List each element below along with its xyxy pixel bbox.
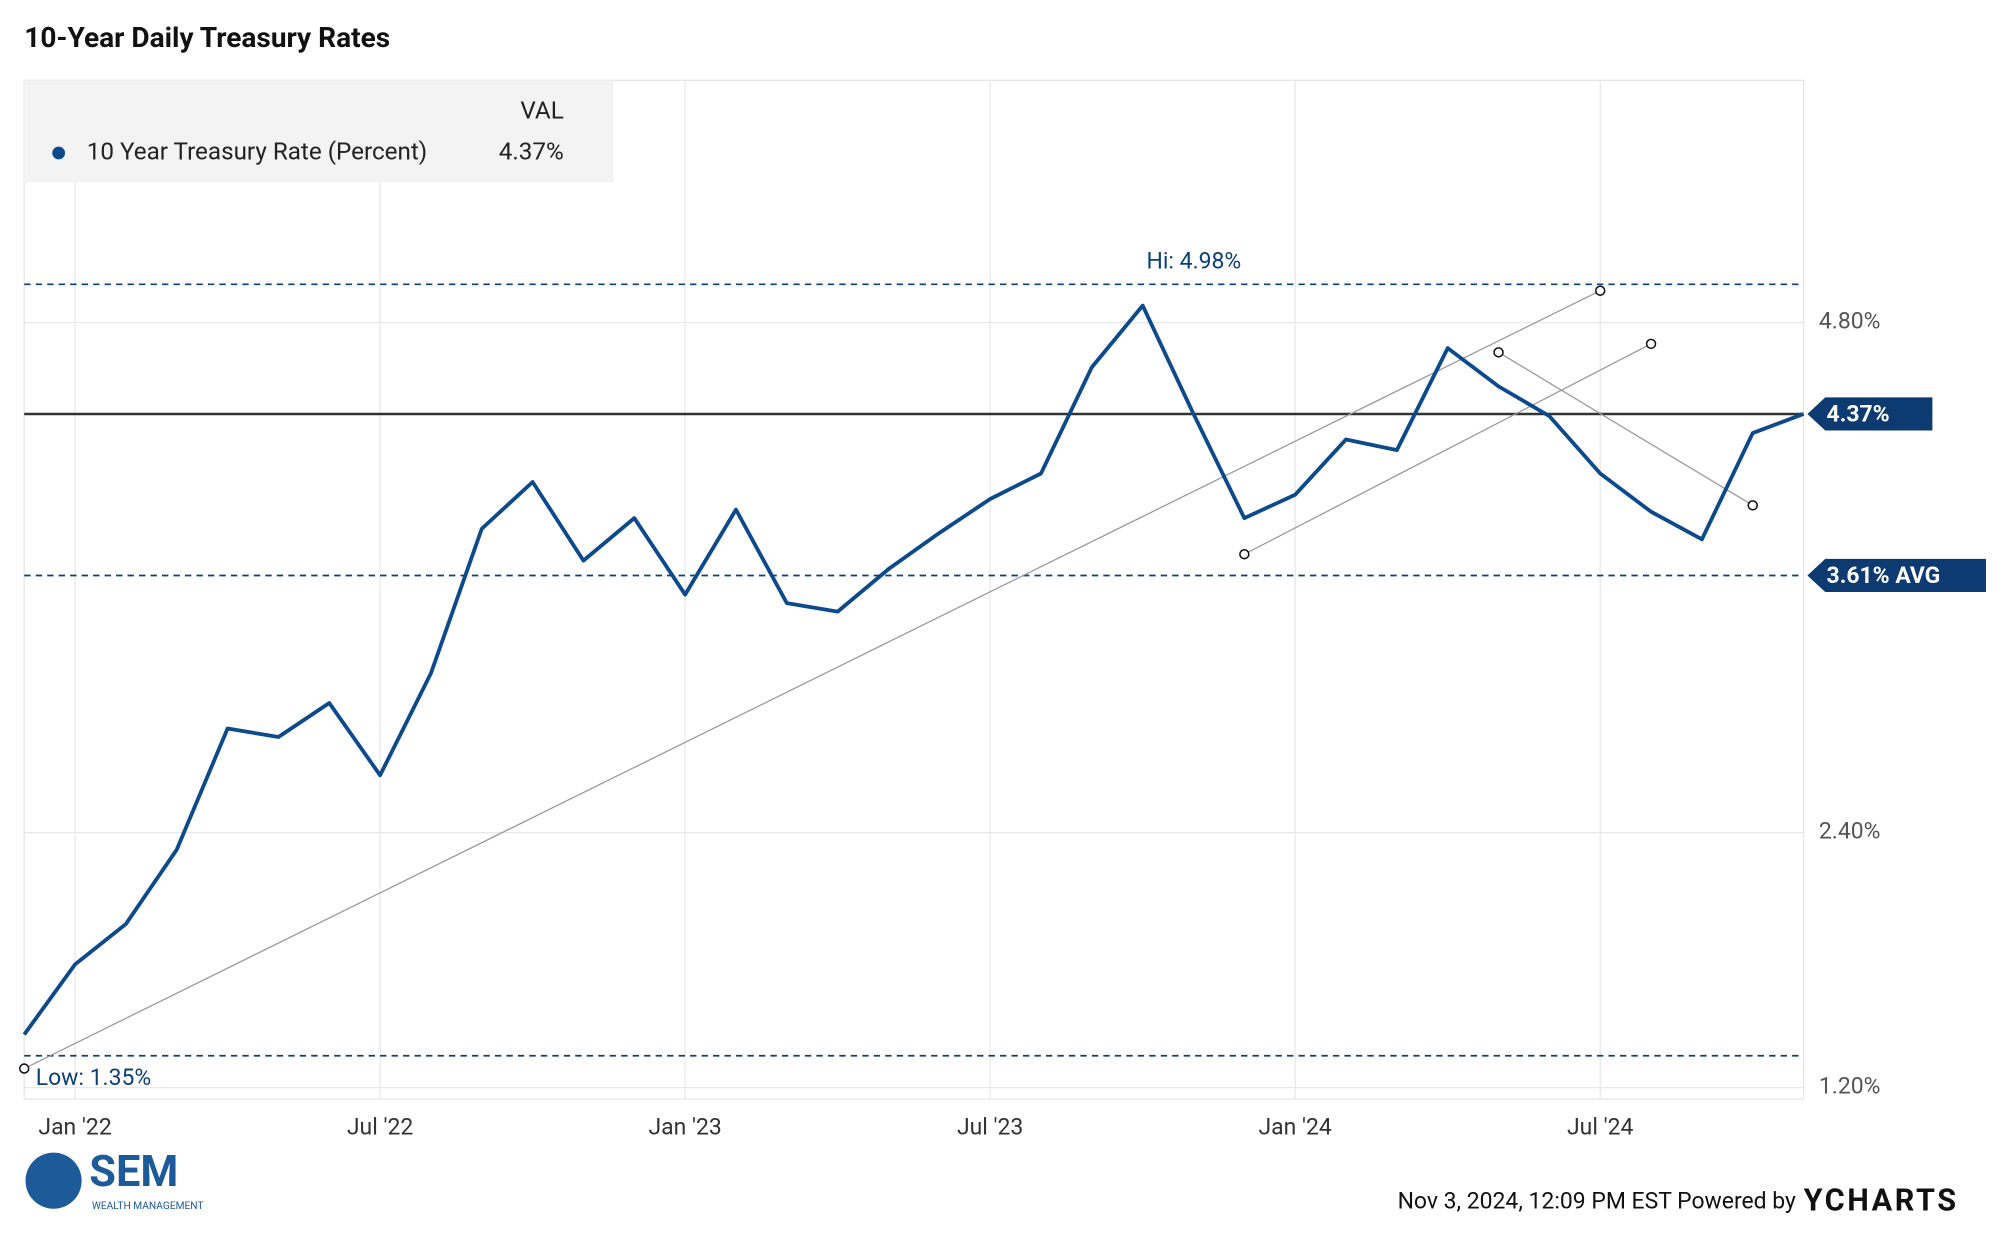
value-tag-label: 3.61% AVG xyxy=(1827,562,1941,589)
trend-point xyxy=(1747,500,1758,511)
trend-line xyxy=(1498,351,1754,506)
brand: YCHARTS xyxy=(1804,1183,1959,1218)
chart-title: 10-Year Daily Treasury Rates xyxy=(24,21,390,54)
trend-point xyxy=(19,1063,30,1074)
trend-point xyxy=(1594,285,1606,296)
legend-value: 4.37% xyxy=(499,137,564,165)
trend-line xyxy=(23,290,1601,1070)
low-label: Low: 1.35% xyxy=(36,1064,151,1091)
x-tick-label: Jan '23 xyxy=(648,1114,721,1141)
trend-line xyxy=(1244,343,1652,555)
plot-frame xyxy=(23,79,1805,1100)
logo-sub: WEALTH MANAGEMENT xyxy=(92,1201,204,1212)
x-tick-label: Jul '24 xyxy=(1567,1114,1633,1141)
value-tag-label: 4.37% xyxy=(1827,400,1890,427)
x-tick-label: Jul '23 xyxy=(957,1114,1023,1141)
trend-point xyxy=(1493,347,1504,358)
value-tag xyxy=(1807,397,1933,431)
legend-box xyxy=(24,80,614,183)
y-tick-label: 2.40% xyxy=(1819,818,1881,845)
value-tag xyxy=(1807,558,1986,593)
trend-point xyxy=(1239,549,1250,560)
y-tick-label: 1.20% xyxy=(1819,1073,1881,1100)
x-tick-label: Jul '22 xyxy=(347,1114,413,1141)
footer: Nov 3, 2024, 12:09 PM EST Powered by xyxy=(1398,1187,1796,1214)
legend-header: VAL xyxy=(520,97,563,125)
series-line xyxy=(22,303,1805,1036)
trend-point xyxy=(1645,338,1657,350)
legend-label: 10 Year Treasury Rate (Percent) xyxy=(87,137,427,165)
legend-marker xyxy=(52,146,66,160)
logo-name: SEM xyxy=(89,1146,178,1197)
x-tick-label: Jan '22 xyxy=(38,1114,111,1141)
hi-label: Hi: 4.98% xyxy=(1147,248,1242,275)
y-tick-label: 4.80% xyxy=(1819,308,1881,335)
logo-mark xyxy=(25,1152,82,1209)
x-tick-label: Jan '24 xyxy=(1259,1114,1332,1141)
